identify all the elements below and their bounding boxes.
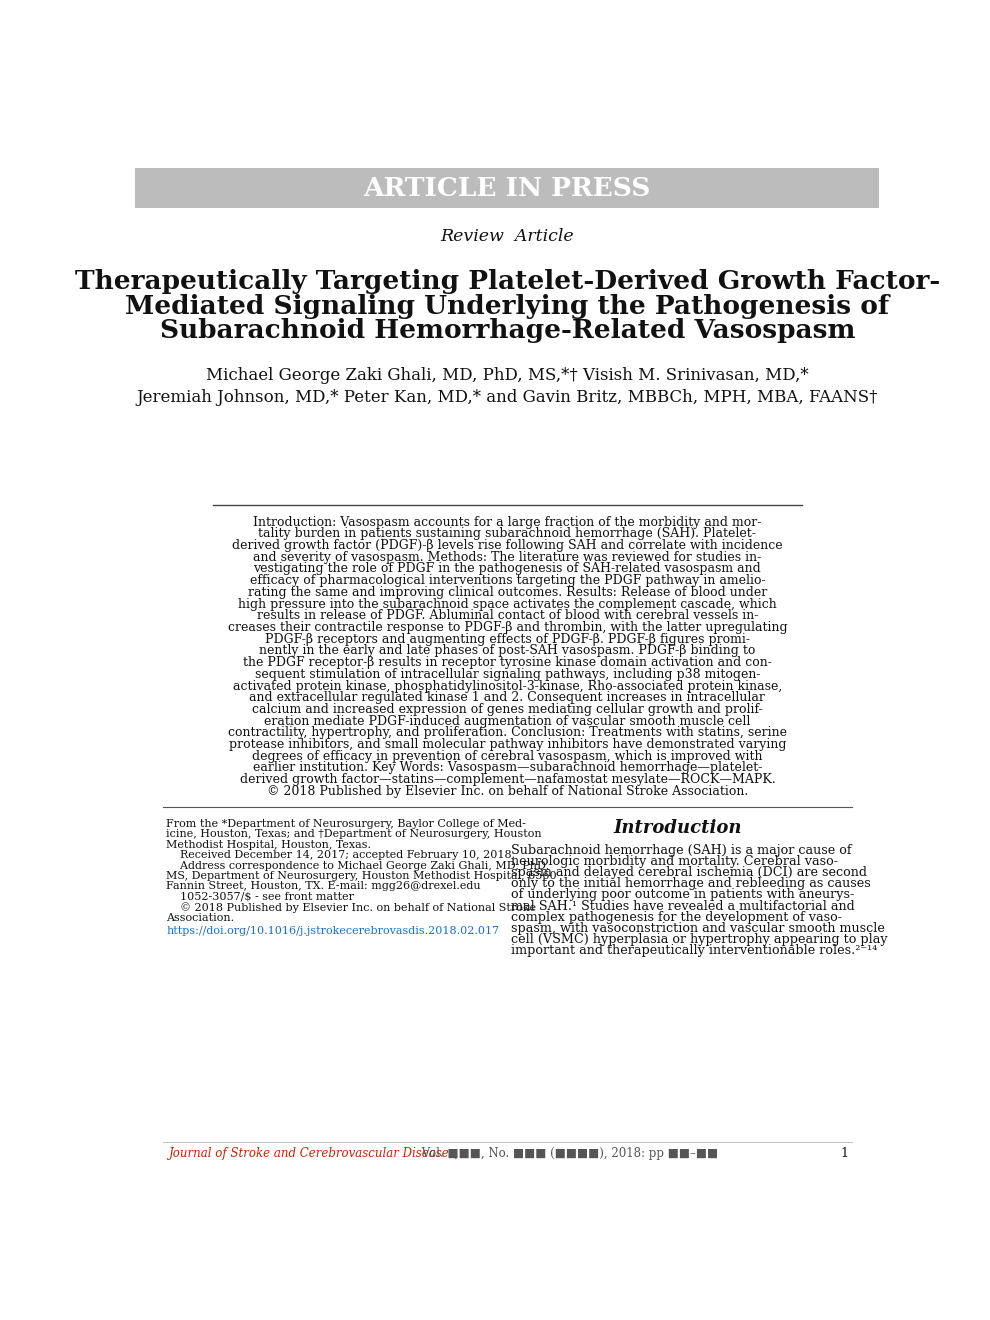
Text: © 2018 Published by Elsevier Inc. on behalf of National Stroke Association.: © 2018 Published by Elsevier Inc. on beh… (266, 785, 748, 797)
Text: rating the same and improving clinical outcomes. Results: Release of blood under: rating the same and improving clinical o… (248, 586, 767, 599)
Text: MS, Department of Neurosurgery, Houston Methodist Hospital, 6560: MS, Department of Neurosurgery, Houston … (166, 871, 557, 880)
Text: contractility, hypertrophy, and proliferation. Conclusion: Treatments with stati: contractility, hypertrophy, and prolifer… (228, 726, 787, 739)
Text: Received December 14, 2017; accepted February 10, 2018.: Received December 14, 2017; accepted Feb… (166, 850, 516, 861)
Text: Fannin Street, Houston, TX. E-mail: mgg26@drexel.edu: Fannin Street, Houston, TX. E-mail: mgg2… (166, 882, 481, 891)
Text: Association.: Association. (166, 912, 235, 923)
Text: tality burden in patients sustaining subarachnoid hemorrhage (SAH). Platelet-: tality burden in patients sustaining sub… (258, 528, 756, 540)
Text: Therapeutically Targeting Platelet-Derived Growth Factor-: Therapeutically Targeting Platelet-Deriv… (75, 269, 940, 294)
Text: of underlying poor outcome in patients with aneurys-: of underlying poor outcome in patients w… (511, 888, 854, 902)
Text: Subarachnoid hemorrhage (SAH) is a major cause of: Subarachnoid hemorrhage (SAH) is a major… (511, 843, 851, 857)
Text: important and therapeutically interventionable roles.²⁻¹⁴: important and therapeutically interventi… (511, 944, 877, 957)
Text: Address correspondence to Michael George Zaki Ghali, MD, PhD,: Address correspondence to Michael George… (166, 861, 549, 871)
Text: calcium and increased expression of genes mediating cellular growth and prolif-: calcium and increased expression of gene… (252, 704, 762, 715)
Text: ARTICLE IN PRESS: ARTICLE IN PRESS (363, 176, 651, 201)
Text: mal SAH.¹ Studies have revealed a multifactorial and: mal SAH.¹ Studies have revealed a multif… (511, 899, 855, 912)
Text: Subarachnoid Hemorrhage-Related Vasospasm: Subarachnoid Hemorrhage-Related Vasospas… (159, 318, 855, 343)
Text: only to the initial hemorrhage and rebleeding as causes: only to the initial hemorrhage and reble… (511, 878, 871, 890)
Text: Introduction: Introduction (614, 818, 742, 837)
Text: vestigating the role of PDGF in the pathogenesis of SAH-related vasospasm and: vestigating the role of PDGF in the path… (253, 562, 761, 576)
Text: high pressure into the subarachnoid space activates the complement cascade, whic: high pressure into the subarachnoid spac… (238, 598, 777, 611)
Text: Michael George Zaki Ghali, MD, PhD, MS,*† Visish M. Srinivasan, MD,*: Michael George Zaki Ghali, MD, PhD, MS,*… (206, 367, 809, 384)
Text: degrees of efficacy in prevention of cerebral vasospasm, which is improved with: degrees of efficacy in prevention of cer… (252, 750, 762, 763)
Text: From the *Department of Neurosurgery, Baylor College of Med-: From the *Department of Neurosurgery, Ba… (166, 818, 527, 829)
Text: Vol. ■■■, No. ■■■ (■■■■), 2018: pp ■■–■■: Vol. ■■■, No. ■■■ (■■■■), 2018: pp ■■–■■ (418, 1147, 719, 1160)
Text: spasm, with vasoconstriction and vascular smooth muscle: spasm, with vasoconstriction and vascula… (511, 921, 885, 935)
Text: spasm and delayed cerebral ischemia (DCI) are second: spasm and delayed cerebral ischemia (DCI… (511, 866, 867, 879)
Text: cell (VSMC) hyperplasia or hypertrophy appearing to play: cell (VSMC) hyperplasia or hypertrophy a… (511, 933, 888, 946)
Text: derived growth factor—statins—complement—nafamostat mesylate—ROCK—MAPK.: derived growth factor—statins—complement… (240, 774, 775, 787)
Text: Introduction: Vasospasm accounts for a large fraction of the morbidity and mor-: Introduction: Vasospasm accounts for a l… (253, 516, 761, 529)
Text: icine, Houston, Texas; and †Department of Neurosurgery, Houston: icine, Houston, Texas; and †Department o… (166, 829, 542, 840)
Text: 1: 1 (841, 1147, 848, 1160)
Text: activated protein kinase, phosphatidylinositol-3-kinase, Rho-associated protein : activated protein kinase, phosphatidylin… (233, 680, 782, 693)
Text: eration mediate PDGF-induced augmentation of vascular smooth muscle cell: eration mediate PDGF-induced augmentatio… (264, 714, 750, 727)
Text: Michael George Zaki Ghali, MD, PhD, MS,*† Visish M. Srinivasan, MD,*: Michael George Zaki Ghali, MD, PhD, MS,*… (206, 367, 809, 384)
Text: and severity of vasospasm. Methods: The literature was reviewed for studies in-: and severity of vasospasm. Methods: The … (253, 550, 761, 564)
Text: complex pathogenesis for the development of vaso-: complex pathogenesis for the development… (511, 911, 842, 924)
Text: PDGF-β receptors and augmenting effects of PDGF-β. PDGF-β figures promi-: PDGF-β receptors and augmenting effects … (265, 632, 749, 645)
Text: https://doi.org/10.1016/j.jstrokecerebrovasdis.2018.02.017: https://doi.org/10.1016/j.jstrokecerebro… (166, 927, 500, 936)
Text: nently in the early and late phases of post-SAH vasospasm. PDGF-β binding to: nently in the early and late phases of p… (259, 644, 755, 657)
Text: efficacy of pharmacological interventions targeting the PDGF pathway in amelio-: efficacy of pharmacological intervention… (249, 574, 765, 587)
Text: protease inhibitors, and small molecular pathway inhibitors have demonstrated va: protease inhibitors, and small molecular… (229, 738, 786, 751)
Text: and extracellular regulated kinase 1 and 2. Consequent increases in intracellula: and extracellular regulated kinase 1 and… (249, 692, 765, 705)
Text: results in release of PDGF. Abluminal contact of blood with cerebral vessels in-: results in release of PDGF. Abluminal co… (256, 610, 758, 622)
Text: earlier institution. Key Words: Vasospasm—subarachnoid hemorrhage—platelet-: earlier institution. Key Words: Vasospas… (252, 762, 762, 775)
Text: the PDGF receptor-β results in receptor tyrosine kinase domain activation and co: the PDGF receptor-β results in receptor … (243, 656, 772, 669)
Bar (136, 169, 879, 209)
Text: Journal of Stroke and Cerebrovascular Diseases,: Journal of Stroke and Cerebrovascular Di… (168, 1147, 459, 1160)
Text: © 2018 Published by Elsevier Inc. on behalf of National Stroke: © 2018 Published by Elsevier Inc. on beh… (166, 903, 537, 913)
Text: Review  Article: Review Article (441, 228, 574, 246)
Text: Mediated Signaling Underlying the Pathogenesis of: Mediated Signaling Underlying the Pathog… (126, 294, 889, 318)
Text: neurologic morbidity and mortality. Cerebral vaso-: neurologic morbidity and mortality. Cere… (511, 855, 839, 867)
Text: 1052-3057/$ - see front matter: 1052-3057/$ - see front matter (166, 892, 354, 902)
Text: sequent stimulation of intracellular signaling pathways, including p38 mitogen-: sequent stimulation of intracellular sig… (254, 668, 760, 681)
Text: Jeremiah Johnson, MD,* Peter Kan, MD,* and Gavin Britz, MBBCh, MPH, MBA, FAANS†: Jeremiah Johnson, MD,* Peter Kan, MD,* a… (137, 388, 878, 405)
Text: Methodist Hospital, Houston, Texas.: Methodist Hospital, Houston, Texas. (166, 840, 371, 850)
Text: derived growth factor (PDGF)-β levels rise following SAH and correlate with inci: derived growth factor (PDGF)-β levels ri… (232, 539, 783, 552)
Text: creases their contractile response to PDGF-β and thrombin, with the latter upreg: creases their contractile response to PD… (228, 620, 787, 634)
